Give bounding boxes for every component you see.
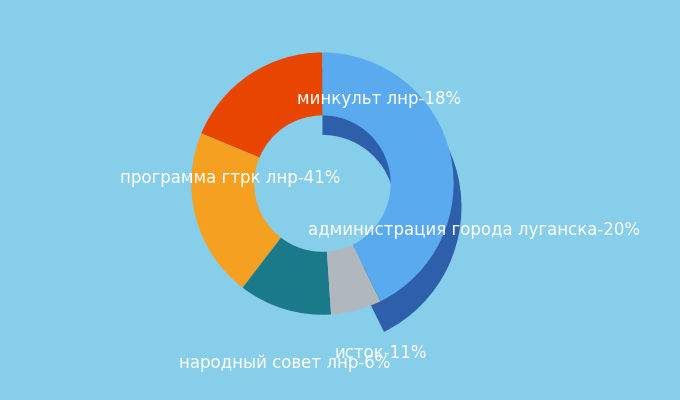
Wedge shape <box>322 68 462 332</box>
Wedge shape <box>238 264 332 346</box>
Wedge shape <box>322 52 454 301</box>
Wedge shape <box>327 272 384 346</box>
Wedge shape <box>191 134 281 288</box>
Wedge shape <box>327 245 381 314</box>
Wedge shape <box>243 238 331 315</box>
Text: минкульт лнр-18%: минкульт лнр-18% <box>297 90 461 108</box>
Text: народный совет лнр-6%: народный совет лнр-6% <box>179 354 390 372</box>
Wedge shape <box>201 52 322 158</box>
Text: администрация города луганска-20%: администрация города луганска-20% <box>307 222 640 240</box>
Wedge shape <box>194 68 322 180</box>
Wedge shape <box>184 154 279 318</box>
Text: программа гтрк лнр-41%: программа гтрк лнр-41% <box>120 169 341 187</box>
Text: исток-11%: исток-11% <box>334 344 426 362</box>
